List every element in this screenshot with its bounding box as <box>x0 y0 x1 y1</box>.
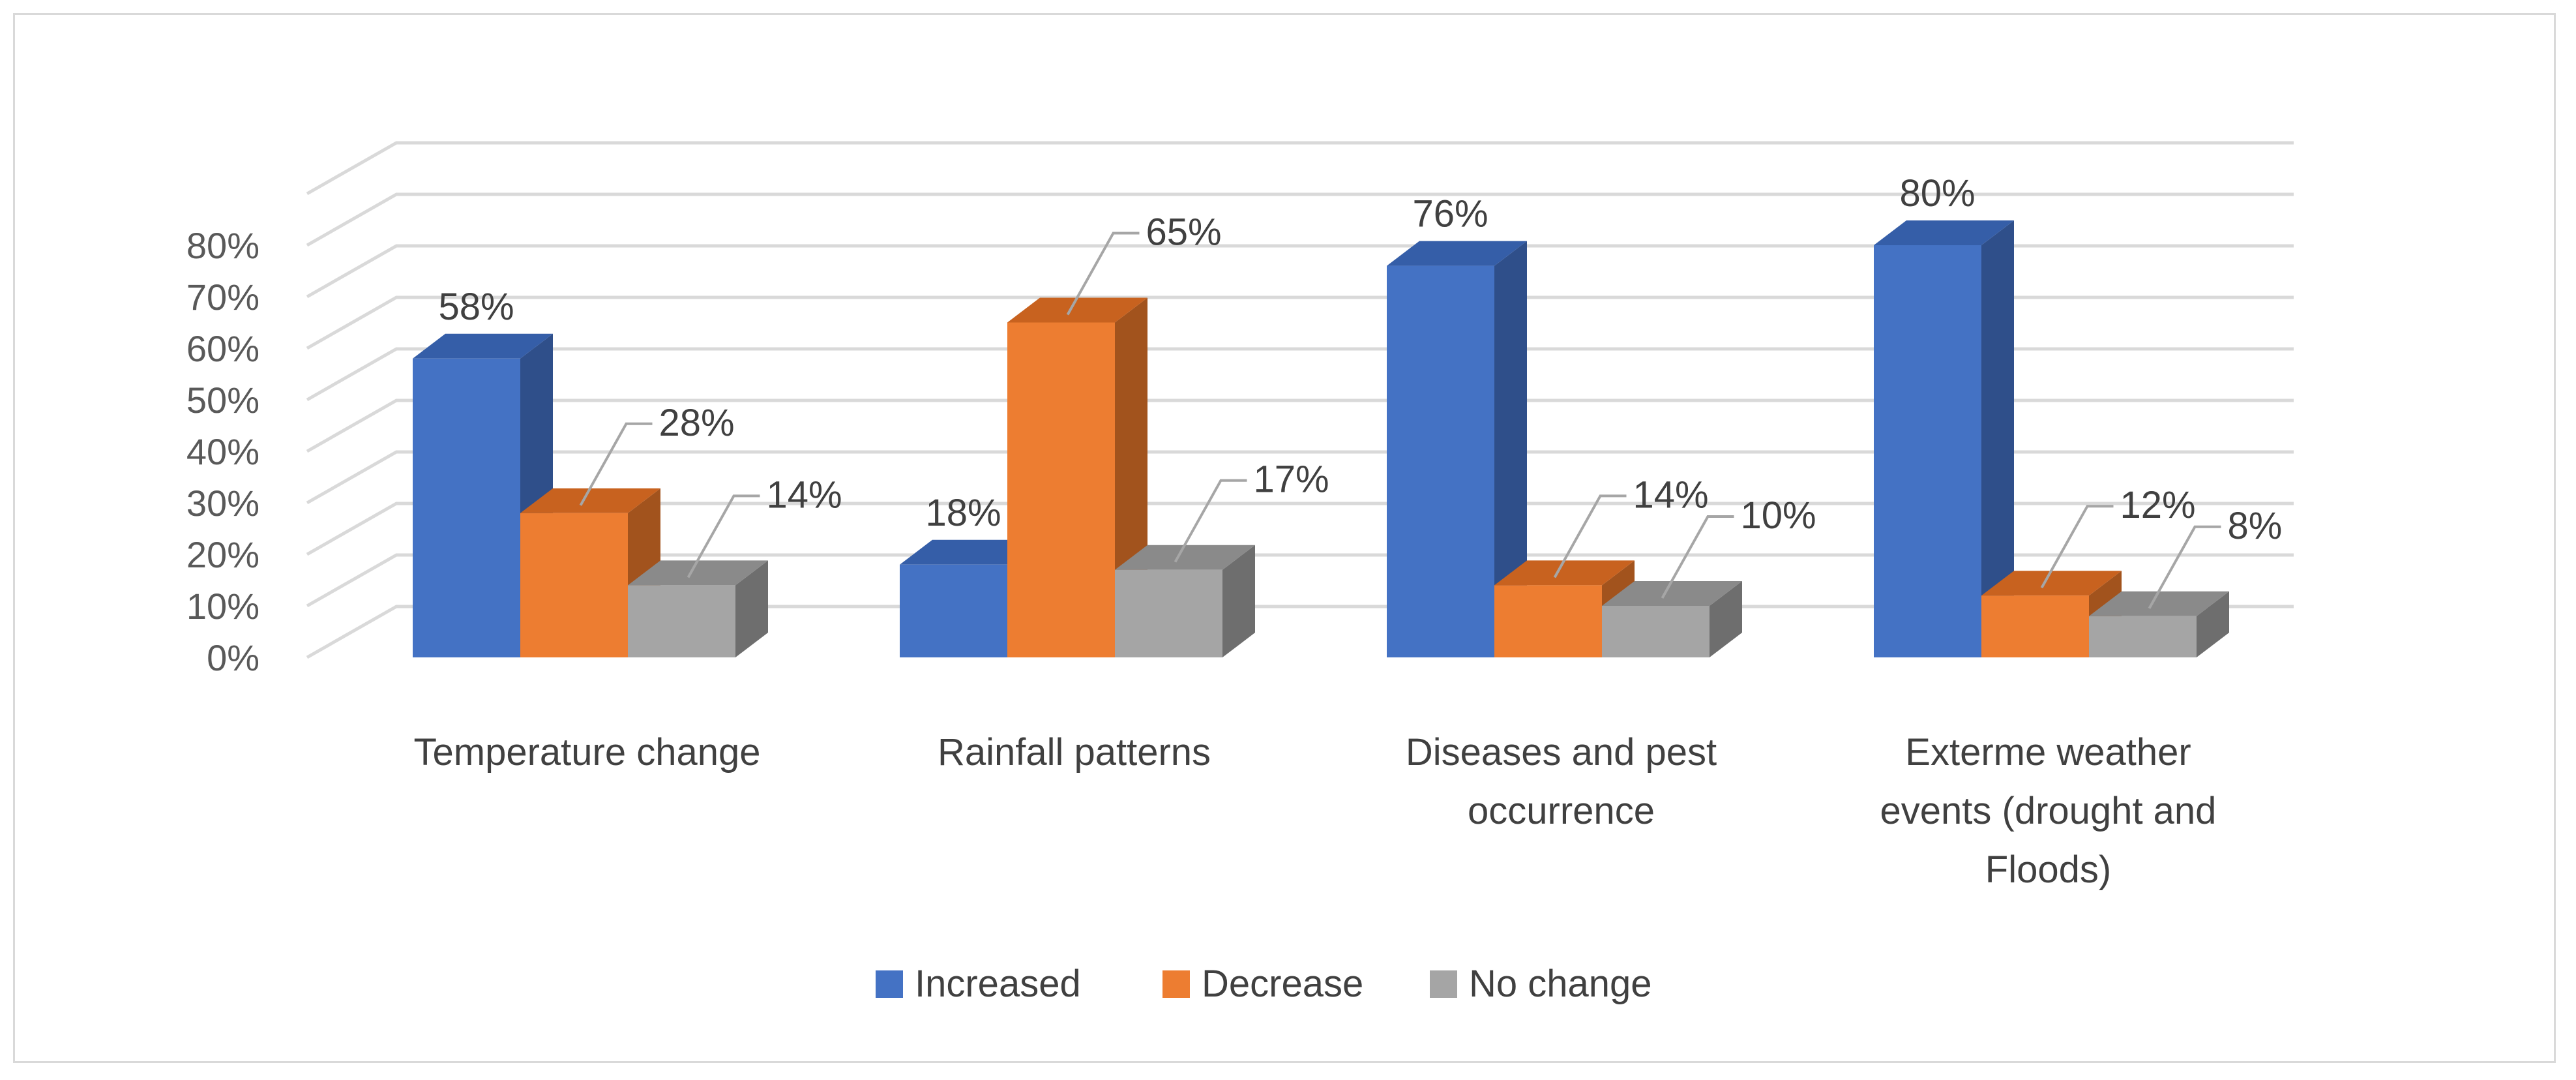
chart-canvas: 0% 10% 20% 30% 40% 50% 60% 70% 80% 58% 28% 14% 18% 6… <box>186 141 2294 1005</box>
gridline <box>306 244 2294 299</box>
bar-increased <box>1874 220 2014 657</box>
legend-item-no-change: No change <box>1430 963 1652 1005</box>
category-label: occurrence <box>1468 790 1655 832</box>
gridline <box>306 347 2294 402</box>
data-label: 14% <box>767 473 842 516</box>
y-axis-ticks: 0% 10% 20% 30% 40% 50% 60% 70% 80% <box>186 225 259 678</box>
gridline <box>306 141 2294 196</box>
legend-label: Increased <box>915 963 1081 1005</box>
y-tick-label: 10% <box>186 586 259 627</box>
y-tick-label: 0% <box>207 637 259 678</box>
y-tick-label: 50% <box>186 380 259 421</box>
category-label: Diseases and pest <box>1406 731 1717 773</box>
legend-item-increased: Increased <box>876 963 1081 1005</box>
data-label-group: 8% <box>2148 505 2283 609</box>
leader-line <box>579 422 653 506</box>
leader-line <box>1553 494 1627 578</box>
legend-label: Decrease <box>1202 963 1363 1005</box>
data-label-group: 12% <box>2040 484 2196 589</box>
legend-item-decrease: Decrease <box>1162 963 1363 1005</box>
gridline <box>306 553 2294 608</box>
category-label: Rainfall patterns <box>938 731 1211 773</box>
bar-no-change <box>2089 591 2229 657</box>
category-label: Floods) <box>1985 848 2111 891</box>
data-label: 12% <box>2120 484 2196 526</box>
gridlines <box>306 141 2294 659</box>
data-label: 28% <box>659 402 735 444</box>
category-label: Exterme weather <box>1905 731 2191 773</box>
category-label: events (drought and <box>1880 790 2217 832</box>
legend-swatch <box>876 970 903 998</box>
bar-no-change <box>1602 581 1742 657</box>
gridline <box>306 295 2294 350</box>
gridline <box>306 192 2294 247</box>
data-label-group: 58% <box>438 286 514 328</box>
gridline <box>306 450 2294 505</box>
data-label-group: 80% <box>1899 172 1975 215</box>
y-tick-label: 30% <box>186 483 259 524</box>
y-tick-label: 40% <box>186 431 259 472</box>
leader-line <box>2040 505 2114 589</box>
gridline <box>306 502 2294 556</box>
category-label: Temperature change <box>414 731 761 773</box>
bar-increased <box>1387 241 1527 658</box>
gridline <box>306 398 2294 453</box>
data-label-group: 10% <box>1661 494 1816 599</box>
bars <box>413 220 2229 658</box>
data-label: 10% <box>1741 494 1816 537</box>
legend: Increased Decrease No change <box>876 963 1652 1005</box>
y-tick-label: 60% <box>186 328 259 369</box>
y-tick-label: 70% <box>186 277 259 318</box>
data-label: 14% <box>1633 473 1709 516</box>
legend-label: No change <box>1469 963 1652 1005</box>
data-label: 65% <box>1146 211 1222 254</box>
leader-line <box>687 494 760 578</box>
data-labels: 58% 28% 14% 18% 65% 17% 76% 14% 10% 80% 12% 8% <box>438 172 2283 609</box>
y-tick-label: 20% <box>186 534 259 575</box>
data-label-group: 18% <box>925 492 1001 534</box>
leader-line <box>1066 232 1140 316</box>
data-label: 8% <box>2228 505 2283 547</box>
legend-swatch <box>1162 970 1190 998</box>
data-label-group: 17% <box>1174 458 1329 563</box>
data-label-group: 14% <box>1553 473 1709 578</box>
bar-no-change <box>628 560 768 657</box>
x-axis-categories: Temperature change Rainfall patterns Disea… <box>414 731 2217 891</box>
y-tick-label: 80% <box>186 225 259 266</box>
data-label: 80% <box>1899 172 1975 215</box>
bar-no-change <box>1115 545 1255 657</box>
data-label: 18% <box>925 492 1001 534</box>
chart-frame: 0% 10% 20% 30% 40% 50% 60% 70% 80% 58% 28% 14% 18% 6… <box>13 13 2556 1063</box>
data-label-group: 65% <box>1066 211 1222 316</box>
data-label-group: 14% <box>687 473 842 578</box>
data-label: 17% <box>1254 458 1329 501</box>
data-label-group: 76% <box>1412 193 1488 235</box>
data-label: 58% <box>438 286 514 328</box>
data-label-group: 28% <box>579 402 735 506</box>
leader-line <box>1661 515 1734 599</box>
leader-line <box>2148 525 2221 609</box>
leader-line <box>1174 479 1247 563</box>
data-label: 76% <box>1412 193 1488 235</box>
legend-swatch <box>1430 970 1457 998</box>
